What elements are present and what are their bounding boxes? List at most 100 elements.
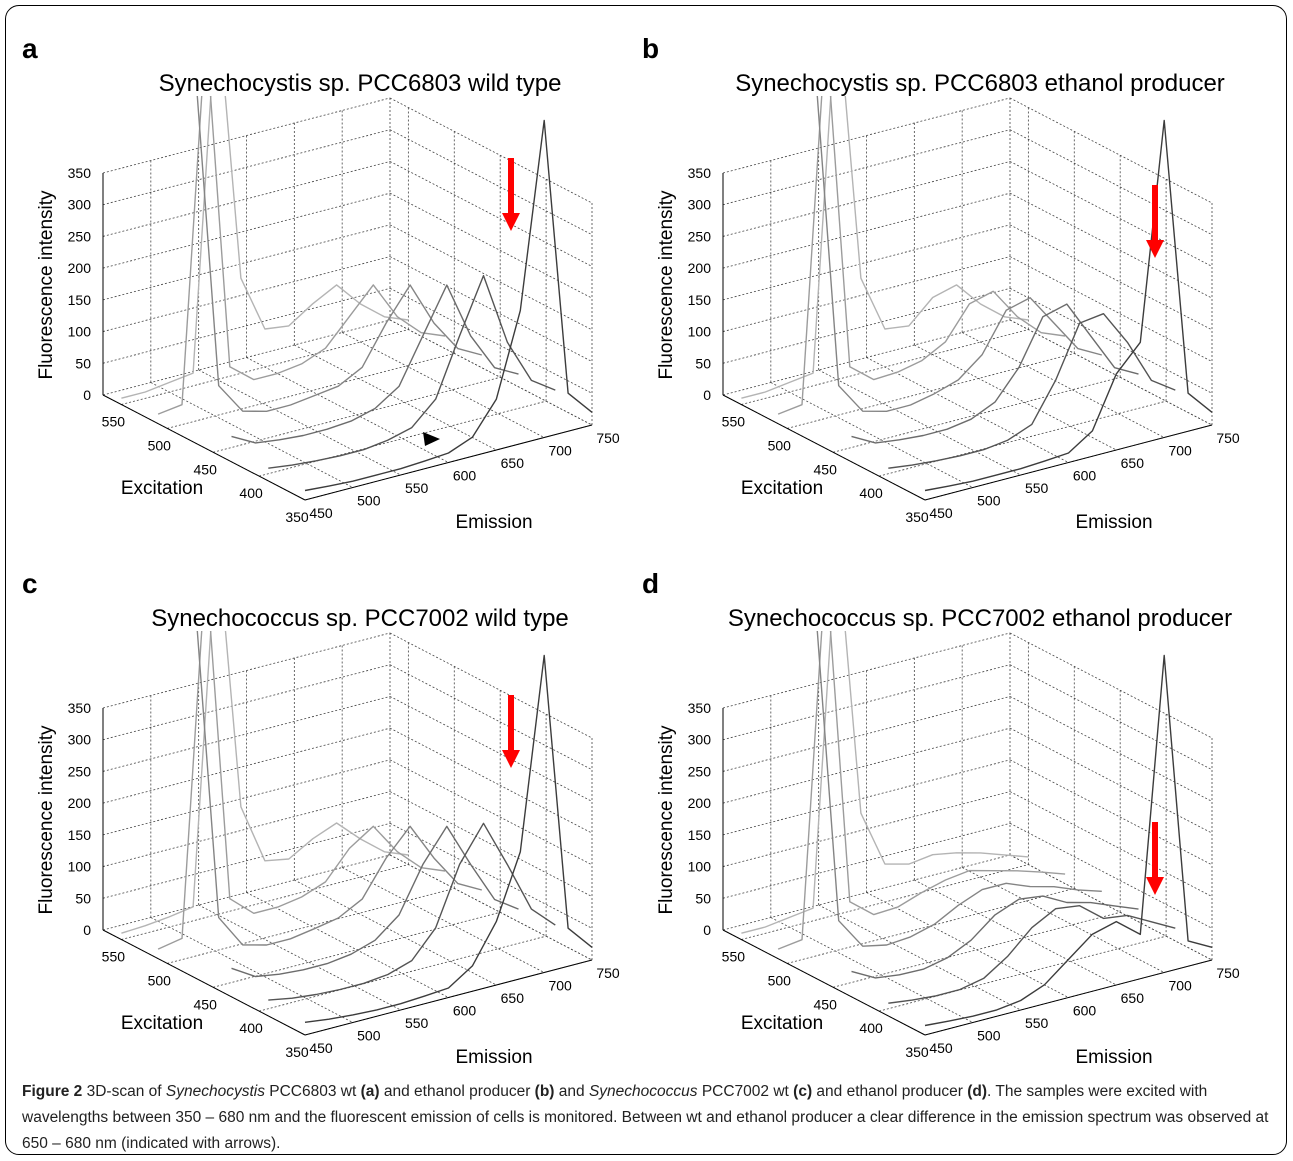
y-tick-label: 350 (285, 1044, 309, 1060)
x-axis-label: Emission (1075, 512, 1152, 533)
grid-line (102, 854, 391, 931)
grid-line (150, 917, 354, 1023)
spectrum-line (121, 631, 409, 934)
grid-line (102, 192, 391, 269)
z-tick-label: 100 (68, 859, 92, 875)
grid-line (102, 256, 391, 332)
y-tick-label: 400 (859, 1020, 883, 1036)
z-axis-label: Fluorescence intensity (656, 725, 677, 915)
grid-line (961, 332, 1165, 438)
grid-line (389, 192, 593, 299)
grid-line (1009, 161, 1213, 267)
grid-line (198, 904, 401, 1011)
figure: a Synechocystis sp. PCC6803 wild type Fluo… (22, 33, 1240, 1068)
y-axis-label: Excitation (121, 478, 203, 499)
caption-text: . The samples were excited with waveleng… (22, 1083, 1269, 1152)
x-tick-label: 600 (1073, 468, 1097, 484)
grid-line (722, 287, 1011, 364)
grid-line (102, 319, 391, 396)
axis-line (102, 394, 306, 501)
grid-line (1009, 97, 1213, 204)
panel-label: b (642, 33, 659, 64)
panel: d Synechococcus sp. PCC7002 ethanol produ… (642, 568, 1240, 1068)
z-tick-label: 300 (68, 732, 92, 748)
grid-line (102, 287, 391, 364)
x-tick-label: 500 (357, 493, 381, 509)
grid-line (770, 917, 974, 1023)
x-tick-label: 450 (309, 1040, 333, 1056)
grid-line (389, 256, 593, 362)
x-tick-label: 450 (309, 505, 333, 521)
grid-line (722, 97, 1011, 174)
x-tick-label: 550 (1025, 480, 1049, 496)
chart-title: Synechococcus sp. PCC7002 wild type (151, 605, 569, 632)
grid-line (198, 369, 401, 476)
z-tick-label: 350 (68, 700, 92, 716)
z-tick-label: 0 (703, 922, 711, 938)
grid-line (167, 888, 455, 964)
z-tick-label: 300 (688, 732, 712, 748)
x-tick-label: 450 (929, 505, 953, 521)
grid-line (1009, 632, 1213, 739)
grid-line (389, 224, 593, 331)
grid-line (294, 344, 497, 451)
y-tick-label: 550 (722, 414, 746, 430)
grid-line (102, 161, 391, 237)
x-tick-label: 750 (596, 430, 620, 446)
spectrum-line (741, 631, 1029, 934)
grid-line (1009, 287, 1213, 394)
grid-line (1009, 256, 1213, 362)
spectrum-line (157, 631, 446, 950)
x-tick-label: 550 (405, 480, 429, 496)
z-axis-label: Fluorescence intensity (36, 725, 57, 915)
grid-line (722, 224, 1011, 301)
y-axis-label: Excitation (741, 478, 823, 499)
spectrum-line (741, 96, 1029, 399)
y-tick-label: 550 (102, 414, 126, 430)
z-tick-label: 50 (75, 355, 91, 371)
grid-line (878, 935, 1167, 1012)
y-tick-label: 500 (768, 437, 792, 453)
grid-line (1009, 319, 1213, 426)
z-tick-label: 100 (688, 324, 712, 340)
x-tick-label: 700 (548, 443, 572, 459)
grid-line (722, 696, 1011, 772)
grid-line (258, 400, 547, 477)
spectrum-line (816, 96, 1102, 412)
x-tick-label: 600 (453, 468, 477, 484)
spectrum-line (924, 119, 1213, 492)
spectrum-line (268, 274, 556, 469)
z-tick-label: 200 (68, 795, 92, 811)
grid-line (213, 911, 501, 988)
grid-line (102, 632, 391, 709)
z-tick-label: 50 (695, 890, 711, 906)
z-tick-label: 250 (68, 763, 92, 779)
z-tick-label: 250 (688, 763, 712, 779)
spectrum-line (304, 119, 593, 492)
surface (121, 96, 593, 492)
grid-line (102, 791, 391, 867)
grid-line (1009, 822, 1213, 929)
chart-title: Synechococcus sp. PCC7002 ethanol produc… (728, 605, 1232, 632)
x-tick-label: 700 (548, 978, 572, 994)
panel: b Synechocystis sp. PCC6803 ethanol produ… (642, 33, 1240, 533)
surface (741, 631, 1213, 1027)
grid-line (102, 822, 391, 899)
grid-line (1009, 696, 1213, 802)
surface (741, 96, 1213, 492)
panel: c Synechococcus sp. PCC7002 wild type Fluo… (22, 568, 620, 1068)
z-tick-label: 100 (68, 324, 92, 340)
grid-line (914, 879, 1117, 986)
z-axis-label: Fluorescence intensity (656, 190, 677, 380)
x-tick-label: 750 (1216, 430, 1240, 446)
spectrum-line (304, 654, 593, 1023)
grid-line (102, 224, 391, 301)
grid-line (1009, 727, 1213, 834)
caption-text: PCC6803 wt (264, 1083, 361, 1100)
grid-line (258, 935, 547, 1012)
z-tick-label: 150 (68, 827, 92, 843)
grid-line (102, 664, 391, 741)
x-tick-label: 600 (453, 1003, 477, 1019)
caption-text: Synechocystis (165, 1083, 265, 1100)
z-tick-label: 300 (688, 197, 712, 213)
